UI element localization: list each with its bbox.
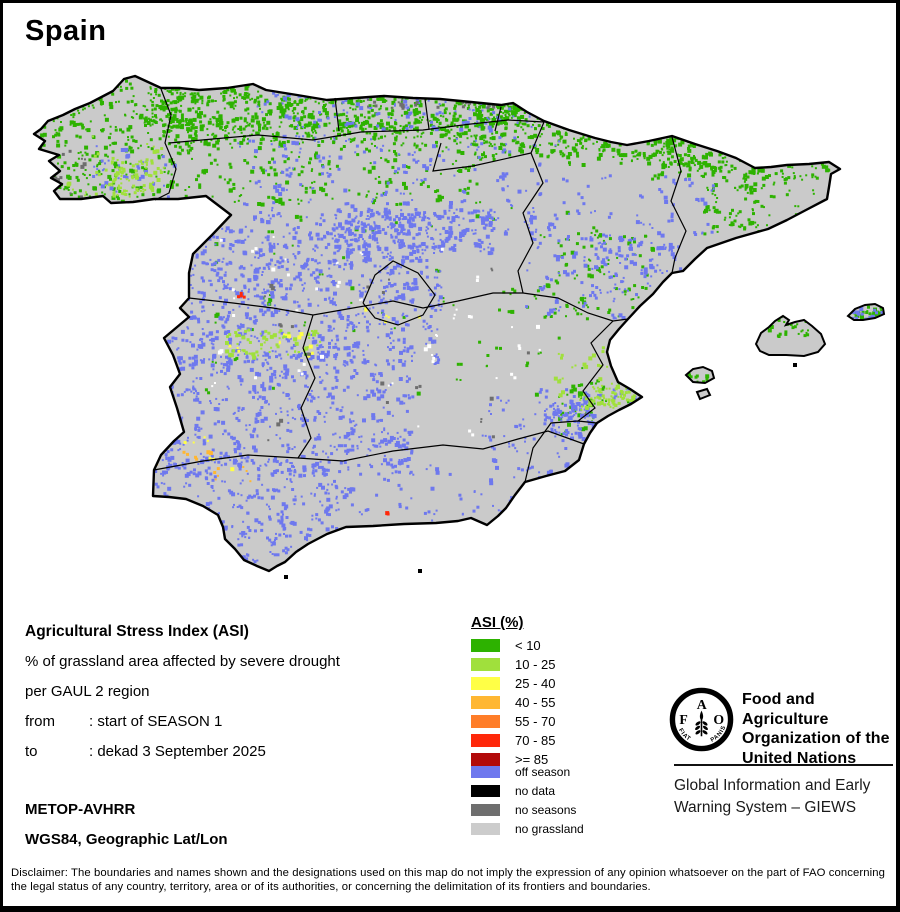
sensor-platform: METOP-AVHRR	[25, 801, 136, 818]
legend-title: ASI (%)	[471, 614, 524, 631]
status-color-swatch	[471, 785, 500, 797]
asi-legend: ASI (%) < 10 10 - 25 25 - 40 40 - 55 55 - 70…	[471, 614, 555, 771]
legend-row: 25 - 40	[471, 676, 555, 691]
fao-org-line-3: United Nations	[742, 749, 857, 767]
fao-wheat-ear	[695, 710, 708, 737]
spain-asi-map	[32, 74, 886, 579]
legend-class-label: 40 - 55	[515, 695, 556, 710]
legend-row: >= 85	[471, 752, 555, 767]
status-label: no grassland	[515, 822, 584, 836]
page-title: Spain	[25, 15, 107, 47]
fao-org-line-1: Food and Agriculture	[742, 691, 829, 728]
legend-row: no seasons	[471, 803, 584, 817]
fao-logo: F A O FIAT PANIS	[669, 687, 734, 752]
disclaimer-text: Disclaimer: The boundaries and names sho…	[11, 867, 886, 893]
to-label: to	[25, 743, 38, 760]
status-label: no data	[515, 784, 556, 798]
legend-row: 55 - 70	[471, 714, 555, 729]
legend-class-label: 10 - 25	[515, 657, 556, 672]
description-line-1: % of grassland area affected by severe d…	[25, 653, 340, 670]
to-value: : dekad 3 September 2025	[89, 743, 266, 760]
giews-line-2: Warning System – GIEWS	[674, 799, 857, 816]
fao-letter-a: A	[697, 697, 707, 712]
status-color-swatch	[471, 823, 500, 835]
legend-color-swatch	[471, 734, 500, 747]
legend-color-swatch	[471, 677, 500, 690]
status-color-swatch	[471, 766, 500, 778]
period-to: to : dekad 3 September 2025	[25, 737, 340, 767]
fao-org-name: Food and Agriculture Organization of the…	[742, 690, 896, 768]
legend-row: no data	[471, 784, 584, 798]
from-value: : start of SEASON 1	[89, 713, 223, 730]
from-label: from	[25, 713, 55, 730]
asi-heading: Agricultural Stress Index (ASI)	[25, 623, 249, 640]
fao-letter-o: O	[713, 712, 724, 727]
fao-letter-f: F	[679, 712, 687, 727]
description-line-2: per GAUL 2 region	[25, 683, 150, 700]
legend-class-rows: < 10 10 - 25 25 - 40 40 - 55 55 - 70 70 - 85 >…	[471, 638, 555, 767]
legend-row: off season	[471, 765, 584, 779]
sensor-projection: WGS84, Geographic Lat/Lon	[25, 831, 228, 848]
legend-row: 40 - 55	[471, 695, 555, 710]
status-label: no seasons	[515, 803, 577, 817]
legend-class-label: >= 85	[515, 752, 549, 767]
status-color-swatch	[471, 804, 500, 816]
legend-color-swatch	[471, 639, 500, 652]
legend-status-rows: off season no data no seasons no grassland	[471, 765, 584, 836]
legend-class-label: 70 - 85	[515, 733, 556, 748]
legend-color-swatch	[471, 658, 500, 671]
giews-line-1: Global Information and Early	[674, 777, 871, 794]
period-from: from : start of SEASON 1	[25, 707, 340, 737]
legend-color-swatch	[471, 696, 500, 709]
sensor-block: METOP-AVHRR WGS84, Geographic Lat/Lon	[25, 795, 228, 855]
status-label: off season	[515, 765, 571, 779]
fao-divider-line	[674, 764, 893, 766]
legend-color-swatch	[471, 715, 500, 728]
legend-row: < 10	[471, 638, 555, 653]
legend-color-swatch	[471, 753, 500, 766]
legend-class-label: 55 - 70	[515, 714, 556, 729]
map-description-block: Agricultural Stress Index (ASI) % of gra…	[25, 617, 340, 767]
legend-row: 70 - 85	[471, 733, 555, 748]
giews-caption: Global Information and Early Warning Sys…	[674, 775, 870, 819]
legend-row: 10 - 25	[471, 657, 555, 672]
legend-row: no grassland	[471, 822, 584, 836]
legend-class-label: < 10	[515, 638, 541, 653]
status-legend: off season no data no seasons no grassland	[471, 765, 584, 841]
fao-org-line-2: Organization of the	[742, 730, 890, 747]
legend-class-label: 25 - 40	[515, 676, 556, 691]
